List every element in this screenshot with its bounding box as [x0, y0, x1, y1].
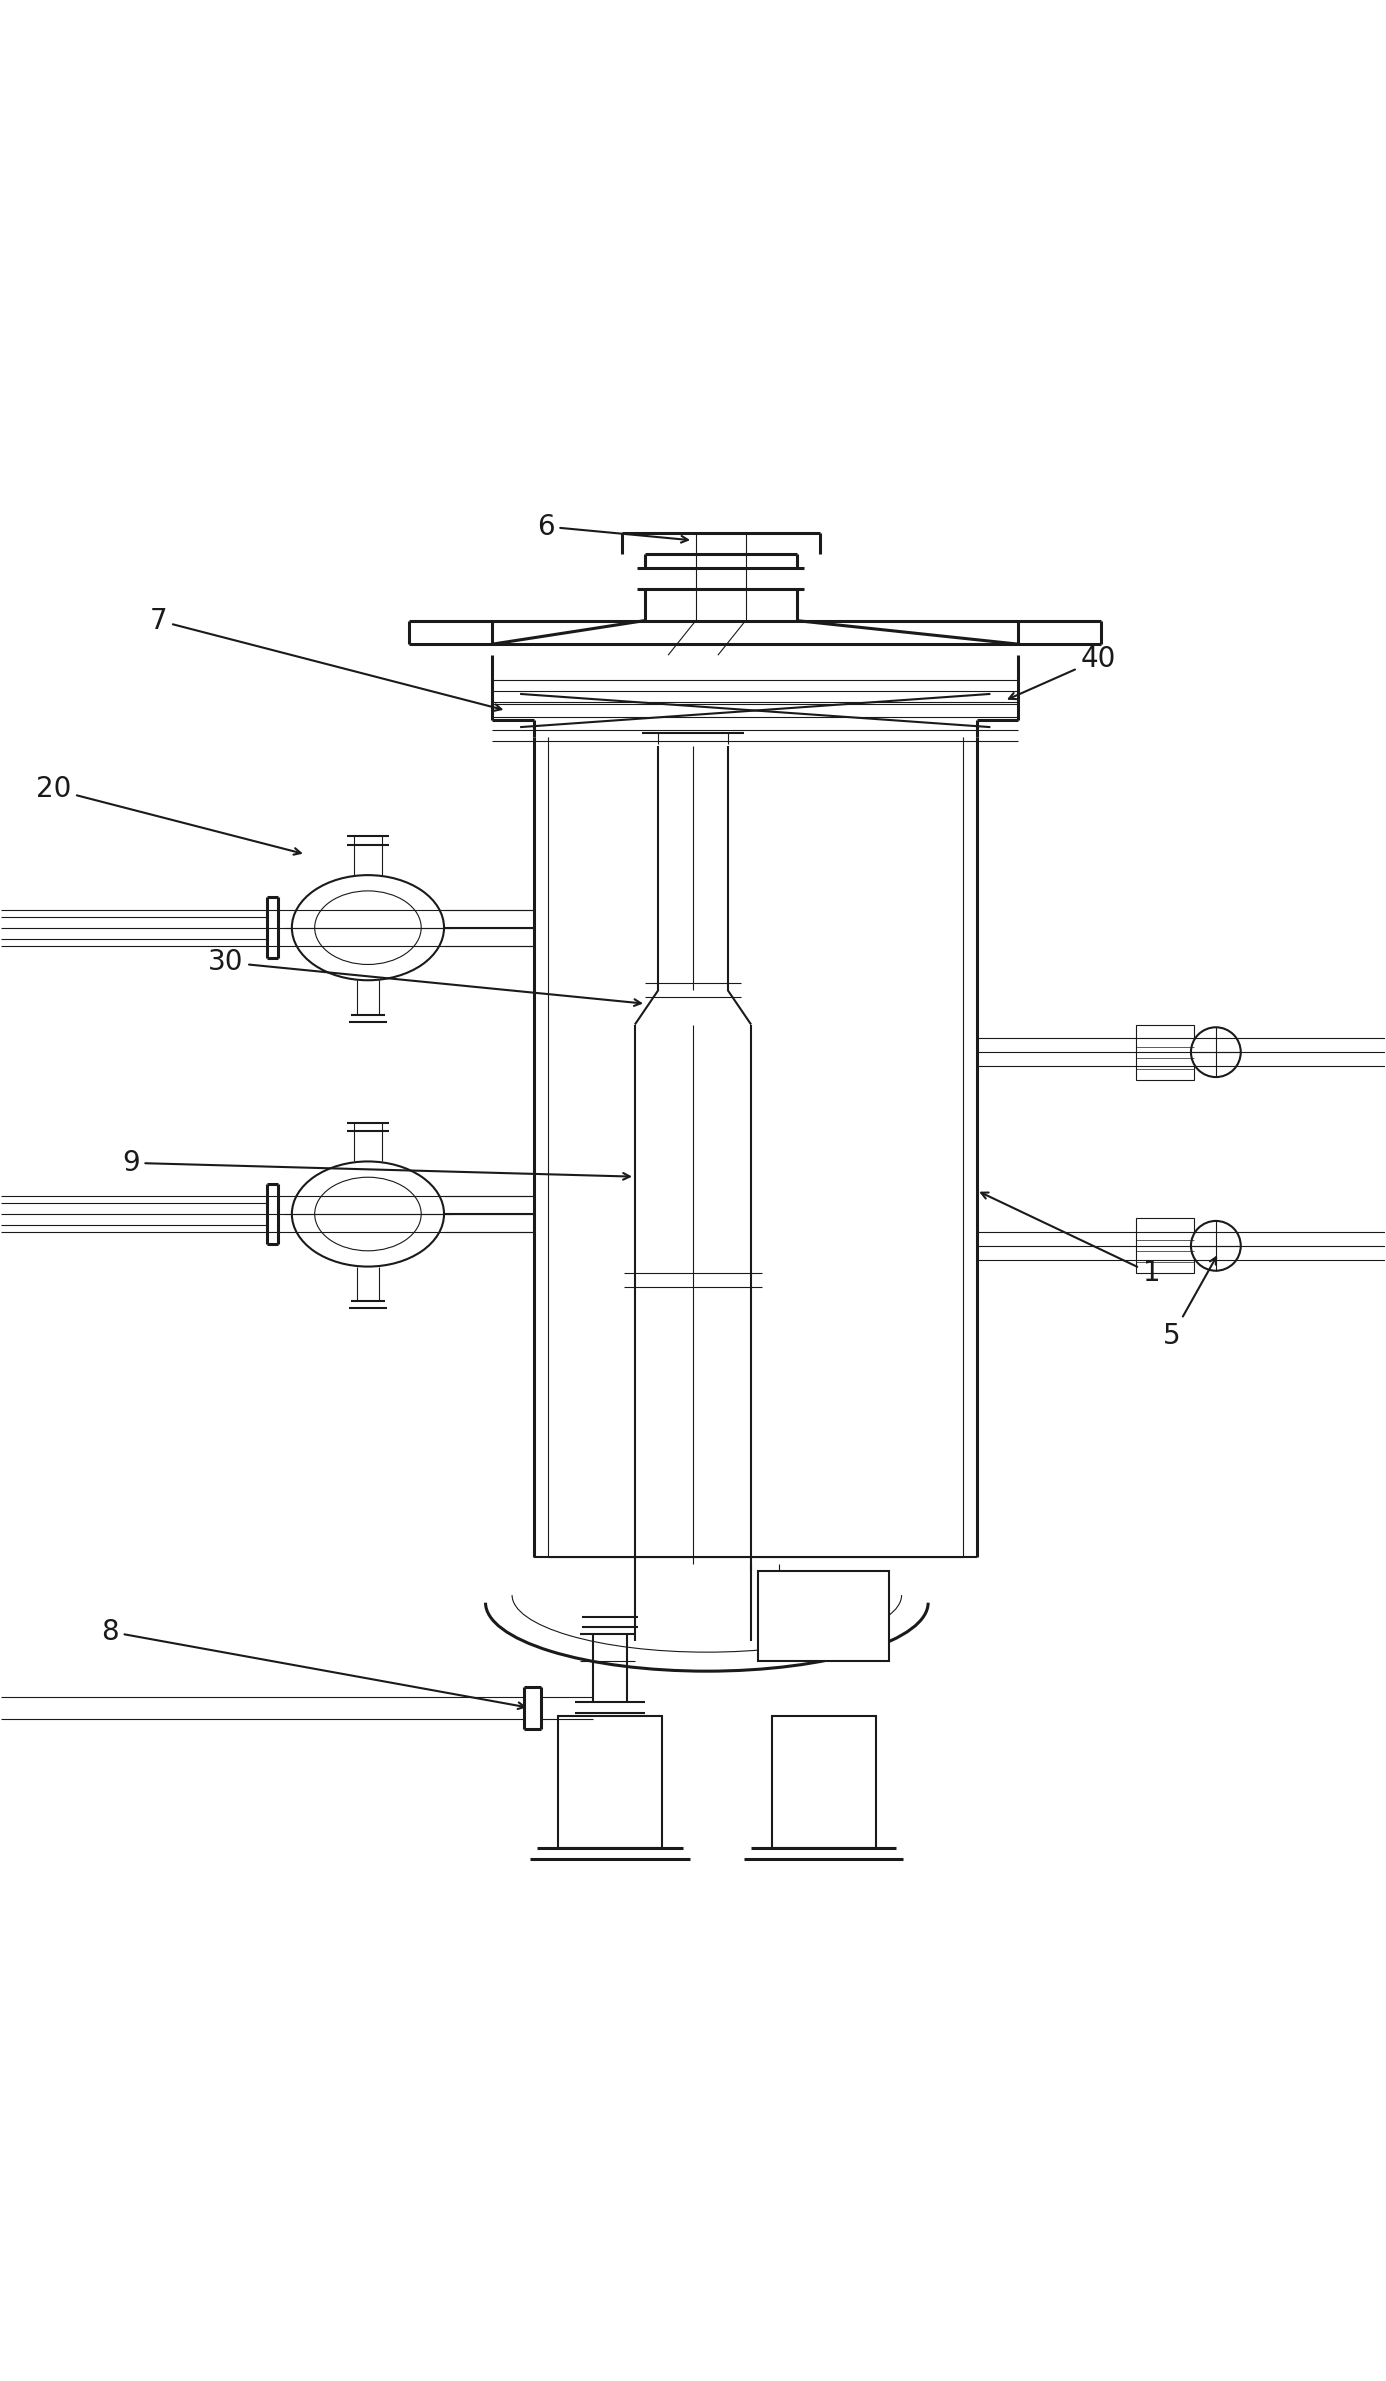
Ellipse shape	[292, 876, 444, 981]
Text: 5: 5	[1163, 1257, 1216, 1350]
Ellipse shape	[315, 890, 421, 964]
Circle shape	[1191, 1026, 1240, 1076]
Text: 40: 40	[1009, 645, 1116, 700]
Text: 1: 1	[981, 1193, 1160, 1288]
Ellipse shape	[315, 1176, 421, 1250]
Ellipse shape	[292, 1162, 444, 1267]
Bar	[772, 1717, 876, 1848]
Text: 6: 6	[536, 512, 687, 543]
Text: 8: 8	[101, 1617, 525, 1710]
Text: 20: 20	[36, 776, 301, 855]
Circle shape	[1191, 1221, 1240, 1271]
Bar	[758, 1571, 890, 1662]
Text: 30: 30	[208, 948, 640, 1005]
Text: 7: 7	[150, 607, 502, 712]
Bar	[559, 1717, 663, 1848]
Text: 9: 9	[122, 1150, 629, 1179]
Bar	[1135, 1024, 1193, 1081]
Bar	[1135, 1219, 1193, 1274]
